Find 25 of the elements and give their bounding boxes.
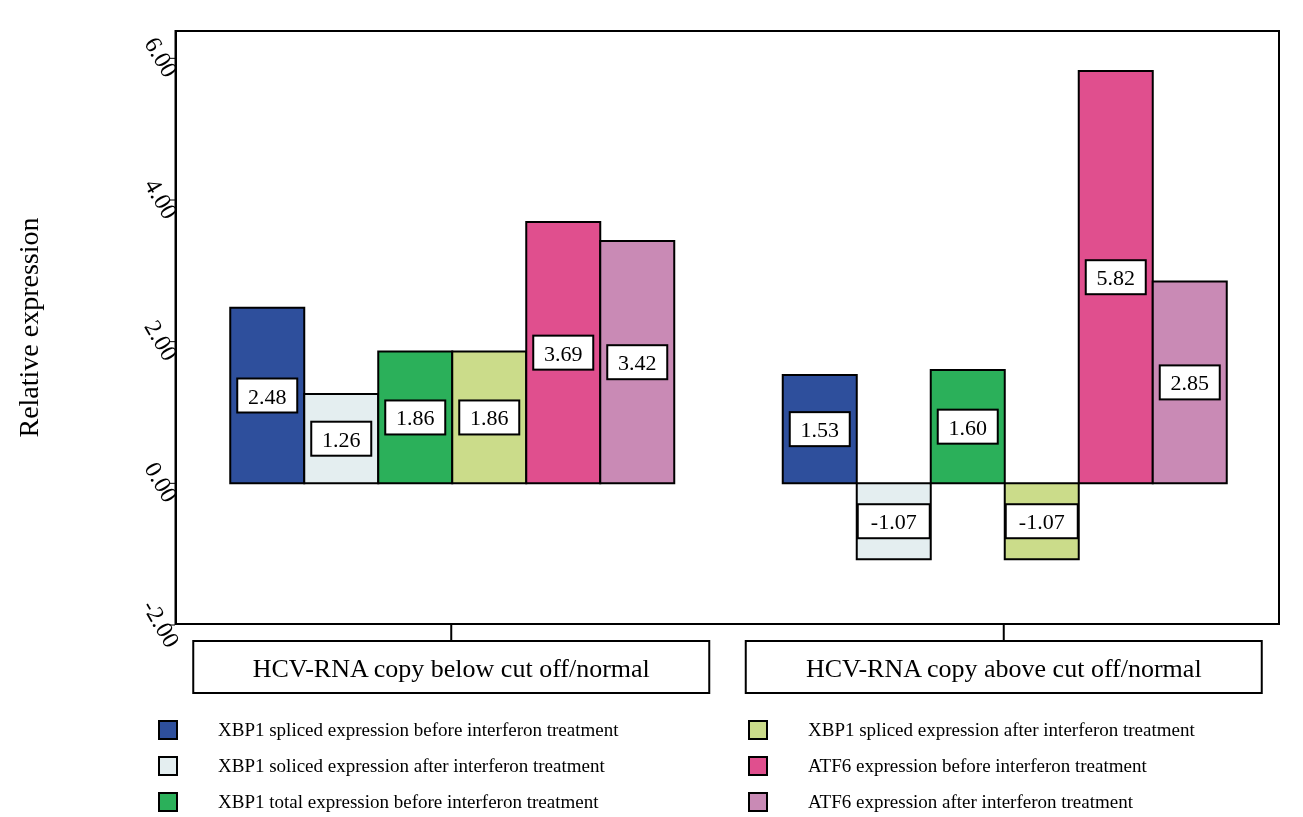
y-tick-label: 6.00 (139, 32, 183, 82)
legend-label: XBP1 total expression before interferon treatment (218, 791, 599, 813)
data-label: 1.86 (396, 405, 435, 431)
y-tick-label: 0.00 (139, 457, 183, 507)
data-label: 3.69 (544, 340, 583, 366)
data-label: 2.48 (248, 383, 287, 409)
x-tick-label: HCV-RNA copy above cut off/normal (805, 654, 1202, 683)
data-label: 1.60 (948, 414, 987, 440)
y-tick-label: 4.00 (139, 174, 183, 224)
data-label: -1.07 (870, 509, 917, 535)
y-tick-label: 2.00 (139, 315, 183, 366)
data-label: 1.26 (322, 426, 361, 452)
data-label: 2.85 (1170, 370, 1209, 396)
data-label: -1.07 (1018, 509, 1065, 535)
data-label: 5.82 (1096, 265, 1135, 291)
data-label: 1.53 (800, 417, 839, 443)
legend-label: ATF6 expression after interferon treatment (808, 791, 1133, 813)
data-label: 3.42 (618, 350, 657, 376)
x-tick-label: HCV-RNA copy below cut off/normal (252, 654, 650, 683)
legend-label: XBP1 spliced expression after interferon treatment (808, 719, 1195, 741)
data-label: 1.86 (470, 405, 509, 431)
legend-label: XBP1 soliced expression after interferon treatment (218, 755, 605, 777)
legend-label: XBP1 spliced expression before interferon treatment (218, 719, 619, 741)
y-axis-title: Relative expression (12, 217, 44, 438)
legend-label: ATF6 expression before interferon treatment (808, 755, 1147, 777)
